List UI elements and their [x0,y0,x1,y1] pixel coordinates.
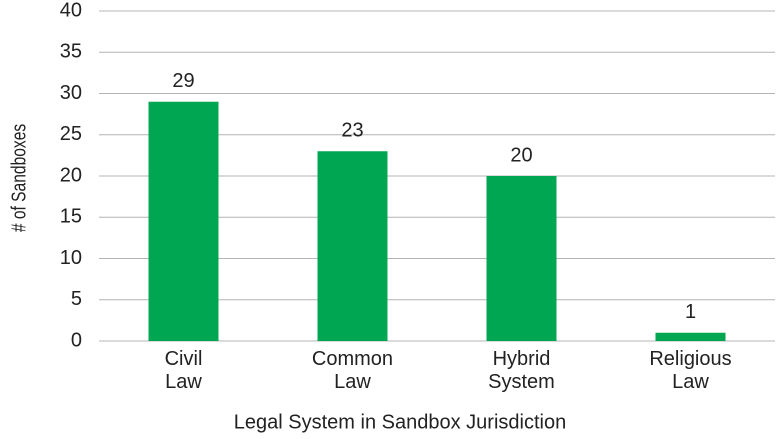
x-tick-label: Religious Law [649,348,731,393]
x-tick-label: Common Law [312,348,393,393]
data-label: 23 [341,120,363,142]
y-tick-label: 40 [60,0,82,21]
bar [486,176,557,341]
y-axis-title: # of Sandboxes [7,124,29,232]
x-tick-label: Civil Law [165,348,203,393]
y-tick-label: 0 [71,329,82,351]
y-tick-label: 35 [60,41,82,63]
y-tick-label: 20 [60,164,82,186]
y-tick-label: 5 [71,288,82,310]
y-tick-label: 25 [60,123,82,145]
bar [317,151,388,341]
y-tick-label: 30 [60,82,82,104]
y-tick-label: 10 [60,247,82,269]
data-label: 1 [685,301,696,323]
bar [148,101,219,341]
data-label: 20 [510,144,532,166]
x-axis-title: Legal System in Sandbox Jurisdiction [234,411,566,433]
bar [655,332,726,341]
y-tick-label: 15 [60,206,82,228]
data-label: 29 [172,70,194,92]
x-tick-label: Hybrid System [488,348,555,393]
